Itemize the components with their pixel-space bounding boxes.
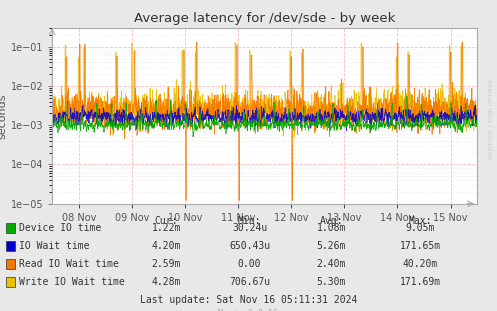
- Text: RRDTOOL / TOBI OETIKER: RRDTOOL / TOBI OETIKER: [489, 78, 494, 159]
- Text: 40.20m: 40.20m: [403, 259, 437, 269]
- Text: 171.69m: 171.69m: [400, 277, 440, 287]
- Text: 2.40m: 2.40m: [317, 259, 346, 269]
- Text: Avg:: Avg:: [320, 216, 343, 226]
- Y-axis label: seconds: seconds: [0, 93, 8, 139]
- Text: 171.65m: 171.65m: [400, 241, 440, 251]
- Text: 0.00: 0.00: [238, 259, 261, 269]
- Title: Average latency for /dev/sde - by week: Average latency for /dev/sde - by week: [134, 12, 395, 26]
- Text: 2.59m: 2.59m: [152, 259, 181, 269]
- Text: Cur:: Cur:: [155, 216, 178, 226]
- Text: Munin 2.0.56: Munin 2.0.56: [219, 309, 278, 311]
- Text: 5.30m: 5.30m: [317, 277, 346, 287]
- Text: Device IO time: Device IO time: [19, 223, 101, 233]
- Text: 30.24u: 30.24u: [232, 223, 267, 233]
- Text: Last update: Sat Nov 16 05:11:31 2024: Last update: Sat Nov 16 05:11:31 2024: [140, 295, 357, 305]
- Text: Write IO Wait time: Write IO Wait time: [19, 277, 125, 287]
- Text: Min:: Min:: [238, 216, 261, 226]
- Text: IO Wait time: IO Wait time: [19, 241, 89, 251]
- Text: 4.20m: 4.20m: [152, 241, 181, 251]
- Text: Max:: Max:: [408, 216, 432, 226]
- Text: 650.43u: 650.43u: [229, 241, 270, 251]
- Text: 706.67u: 706.67u: [229, 277, 270, 287]
- Text: Read IO Wait time: Read IO Wait time: [19, 259, 119, 269]
- Text: 5.26m: 5.26m: [317, 241, 346, 251]
- Text: 1.08m: 1.08m: [317, 223, 346, 233]
- Text: 9.05m: 9.05m: [405, 223, 435, 233]
- Text: 4.28m: 4.28m: [152, 277, 181, 287]
- Text: 1.22m: 1.22m: [152, 223, 181, 233]
